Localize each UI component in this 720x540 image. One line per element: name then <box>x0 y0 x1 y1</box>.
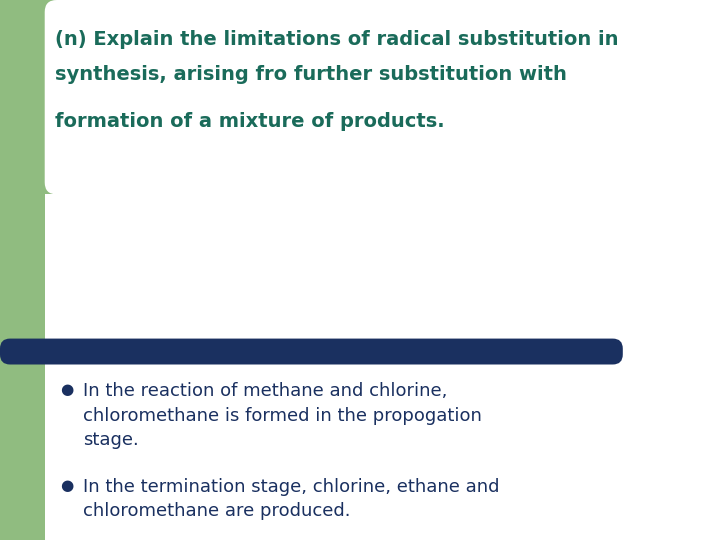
Text: ●: ● <box>60 382 73 397</box>
FancyBboxPatch shape <box>0 339 623 364</box>
Text: formation of a mixture of products.: formation of a mixture of products. <box>55 112 444 131</box>
FancyBboxPatch shape <box>0 0 45 540</box>
FancyBboxPatch shape <box>45 0 710 194</box>
Text: ●: ● <box>60 477 73 492</box>
Text: (n) Explain the limitations of radical substitution in: (n) Explain the limitations of radical s… <box>55 30 618 49</box>
FancyBboxPatch shape <box>0 0 248 194</box>
Text: synthesis, arising fro further substitution with: synthesis, arising fro further substitut… <box>55 65 567 84</box>
Text: In the termination stage, chlorine, ethane and
chloromethane are produced.: In the termination stage, chlorine, etha… <box>83 477 499 520</box>
Text: In the reaction of methane and chlorine,
chloromethane is formed in the propogat: In the reaction of methane and chlorine,… <box>83 382 482 449</box>
